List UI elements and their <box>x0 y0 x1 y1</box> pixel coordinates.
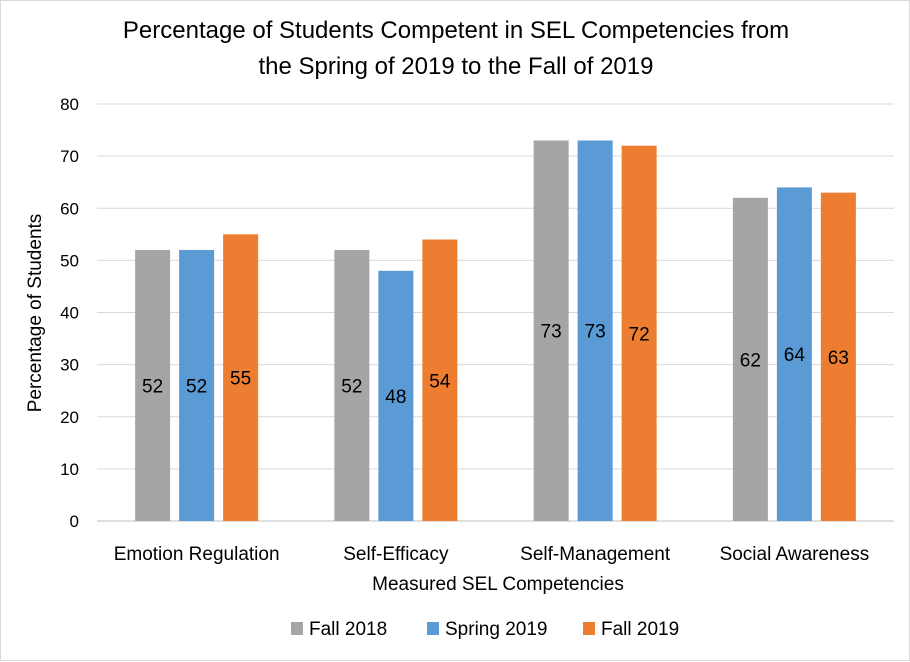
y-axis-title: Percentage of Students <box>25 214 46 413</box>
bar <box>533 140 569 522</box>
bar <box>179 249 215 521</box>
x-category-label: Emotion Regulation <box>114 544 280 565</box>
legend-swatch <box>583 622 595 635</box>
data-label: 52 <box>142 376 163 397</box>
y-tick-label: 20 <box>60 408 79 427</box>
chart-title-line-1: Percentage of Students Competent in SEL … <box>123 17 789 44</box>
y-axis-ticks: 0 10 20 30 40 50 60 70 80 <box>60 95 79 531</box>
x-category-label: Social Awareness <box>720 544 870 565</box>
data-label: 55 <box>230 369 251 390</box>
x-axis-categories: Emotion Regulation Self-Efficacy Self-Mana… <box>114 544 869 565</box>
y-tick-label: 0 <box>70 512 79 531</box>
data-label: 63 <box>828 348 849 369</box>
legend-label: Spring 2019 <box>445 619 547 640</box>
y-tick-label: 30 <box>60 356 79 375</box>
data-labels: 52 52 55 52 48 54 73 73 72 62 64 63 <box>142 322 849 408</box>
bar <box>577 140 613 522</box>
legend-label: Fall 2019 <box>601 619 679 640</box>
bar <box>334 249 370 521</box>
bar <box>732 197 768 521</box>
data-label: 64 <box>784 345 806 366</box>
y-tick-label: 50 <box>60 251 79 270</box>
data-label: 54 <box>429 371 451 392</box>
legend-swatch <box>427 622 439 635</box>
x-category-label: Self-Management <box>520 544 671 565</box>
gridlines <box>97 103 894 522</box>
data-label: 62 <box>740 350 761 371</box>
bars <box>135 140 856 522</box>
data-label: 73 <box>585 322 606 343</box>
y-tick-label: 40 <box>60 304 79 323</box>
x-category-label: Self-Efficacy <box>343 544 449 565</box>
y-tick-label: 10 <box>60 460 79 479</box>
data-label: 52 <box>341 376 362 397</box>
legend-label: Fall 2018 <box>309 619 387 640</box>
bar <box>378 270 414 521</box>
data-label: 52 <box>186 376 207 397</box>
legend-swatch <box>291 622 303 635</box>
bar <box>621 145 657 521</box>
y-tick-label: 70 <box>60 147 79 166</box>
bar <box>776 187 812 521</box>
data-label: 73 <box>541 322 562 343</box>
chart-title: Percentage of Students Competent in SEL … <box>123 17 789 80</box>
x-axis-title: Measured SEL Competencies <box>372 574 624 595</box>
y-tick-label: 60 <box>60 199 79 218</box>
bar <box>820 192 856 522</box>
y-tick-label: 80 <box>60 95 79 114</box>
bar <box>135 249 171 521</box>
chart-title-line-2: the Spring of 2019 to the Fall of 2019 <box>259 53 654 80</box>
bar <box>422 239 458 521</box>
data-label: 48 <box>385 387 406 408</box>
data-label: 72 <box>629 324 650 345</box>
legend: Fall 2018 Spring 2019 Fall 2019 <box>291 619 679 640</box>
bar <box>223 234 259 521</box>
